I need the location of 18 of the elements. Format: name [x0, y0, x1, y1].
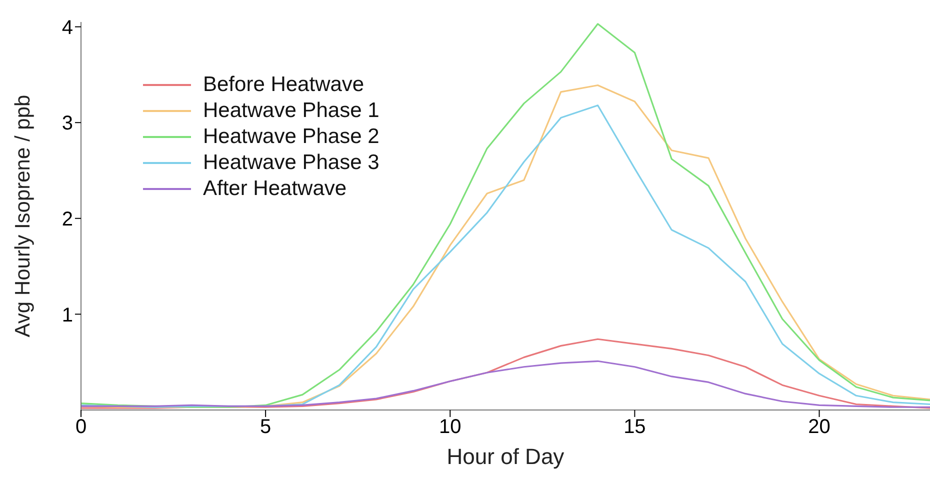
line-series: [81, 23, 930, 408]
y-axis-title: Avg Hourly Isoprene / ppb: [11, 94, 34, 338]
x-tick-label: 15: [624, 416, 646, 438]
legend-label: Heatwave Phase 2: [203, 125, 380, 149]
y-tick-label: 4: [62, 16, 73, 39]
line-series: [81, 360, 930, 408]
legend-label: After Heatwave: [203, 177, 347, 201]
legend-label: Heatwave Phase 3: [203, 151, 380, 175]
y-tick-label: 2: [62, 208, 73, 230]
x-tick-label: 10: [439, 416, 462, 438]
x-axis-title: Hour of Day: [446, 444, 564, 469]
x-tick-label: 5: [260, 416, 272, 438]
y-tick-label: 1: [62, 304, 73, 326]
legend-label: Heatwave Phase 1: [203, 99, 380, 123]
x-tick-label: 0: [75, 416, 87, 438]
legend-label: Before Heatwave: [203, 73, 364, 97]
x-tick-label: 20: [808, 416, 830, 438]
y-tick-label: 3: [62, 112, 73, 135]
